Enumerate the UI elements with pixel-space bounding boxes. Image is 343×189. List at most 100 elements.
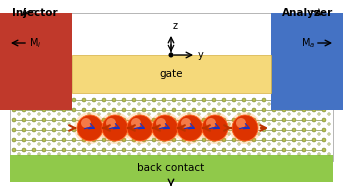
- Circle shape: [182, 108, 186, 112]
- Circle shape: [48, 43, 50, 45]
- Circle shape: [58, 153, 60, 155]
- Circle shape: [48, 113, 50, 115]
- Circle shape: [118, 153, 120, 155]
- Circle shape: [279, 23, 281, 25]
- Circle shape: [42, 98, 46, 102]
- Circle shape: [202, 118, 206, 122]
- Circle shape: [52, 128, 56, 132]
- Circle shape: [272, 118, 276, 122]
- Circle shape: [28, 133, 30, 135]
- Circle shape: [293, 38, 297, 42]
- Circle shape: [12, 118, 16, 122]
- Circle shape: [12, 108, 16, 112]
- Circle shape: [283, 28, 287, 32]
- Circle shape: [312, 128, 316, 132]
- Circle shape: [92, 118, 96, 122]
- Circle shape: [128, 143, 130, 145]
- Circle shape: [22, 148, 26, 152]
- Circle shape: [313, 28, 317, 32]
- Circle shape: [308, 113, 310, 115]
- Circle shape: [38, 23, 40, 25]
- Circle shape: [98, 103, 100, 105]
- Circle shape: [248, 123, 250, 125]
- Circle shape: [236, 118, 246, 128]
- Circle shape: [22, 138, 26, 142]
- Circle shape: [127, 115, 153, 141]
- Circle shape: [168, 153, 170, 155]
- Circle shape: [188, 103, 190, 105]
- Circle shape: [102, 118, 106, 122]
- Circle shape: [132, 118, 136, 122]
- Circle shape: [308, 103, 310, 105]
- Circle shape: [188, 133, 190, 135]
- Circle shape: [42, 108, 46, 112]
- Circle shape: [322, 98, 326, 102]
- Circle shape: [328, 113, 330, 115]
- Circle shape: [42, 138, 46, 142]
- Circle shape: [122, 118, 126, 122]
- Circle shape: [298, 153, 300, 155]
- Circle shape: [308, 153, 310, 155]
- Circle shape: [42, 148, 46, 152]
- Circle shape: [238, 133, 240, 135]
- Circle shape: [181, 118, 191, 128]
- Circle shape: [88, 133, 90, 135]
- Circle shape: [152, 108, 156, 112]
- Circle shape: [192, 128, 196, 132]
- Circle shape: [242, 148, 246, 152]
- Circle shape: [62, 138, 66, 142]
- Circle shape: [138, 153, 140, 155]
- Circle shape: [142, 128, 146, 132]
- Circle shape: [329, 33, 331, 35]
- Circle shape: [232, 108, 236, 112]
- Circle shape: [28, 123, 30, 125]
- Circle shape: [198, 143, 200, 145]
- Circle shape: [238, 123, 240, 125]
- Circle shape: [188, 153, 190, 155]
- Circle shape: [28, 113, 30, 115]
- Circle shape: [68, 113, 70, 115]
- Circle shape: [252, 108, 256, 112]
- Circle shape: [28, 103, 30, 105]
- Circle shape: [278, 123, 280, 125]
- Circle shape: [28, 43, 30, 45]
- Circle shape: [152, 138, 156, 142]
- Circle shape: [268, 143, 270, 145]
- Circle shape: [177, 115, 203, 141]
- Circle shape: [128, 113, 130, 115]
- Circle shape: [289, 23, 291, 25]
- Circle shape: [131, 118, 141, 128]
- Circle shape: [148, 123, 150, 125]
- Circle shape: [268, 123, 270, 125]
- Circle shape: [168, 133, 170, 135]
- Circle shape: [118, 123, 120, 125]
- Circle shape: [308, 123, 310, 125]
- Circle shape: [308, 133, 310, 135]
- Circle shape: [298, 123, 300, 125]
- Circle shape: [182, 138, 186, 142]
- Circle shape: [228, 103, 230, 105]
- Circle shape: [32, 108, 36, 112]
- Circle shape: [38, 43, 40, 45]
- Circle shape: [198, 123, 200, 125]
- Circle shape: [288, 133, 290, 135]
- Circle shape: [68, 153, 70, 155]
- Circle shape: [42, 38, 46, 42]
- Circle shape: [292, 118, 296, 122]
- Circle shape: [318, 143, 320, 145]
- Circle shape: [88, 103, 90, 105]
- Circle shape: [208, 143, 210, 145]
- Circle shape: [82, 128, 86, 132]
- Circle shape: [142, 118, 146, 122]
- Circle shape: [62, 18, 66, 22]
- Circle shape: [132, 138, 136, 142]
- Circle shape: [148, 153, 150, 155]
- Circle shape: [323, 28, 327, 32]
- Circle shape: [192, 148, 196, 152]
- Circle shape: [58, 43, 60, 45]
- Circle shape: [108, 113, 110, 115]
- Circle shape: [222, 148, 226, 152]
- Circle shape: [282, 118, 286, 122]
- Circle shape: [268, 103, 270, 105]
- Circle shape: [62, 148, 66, 152]
